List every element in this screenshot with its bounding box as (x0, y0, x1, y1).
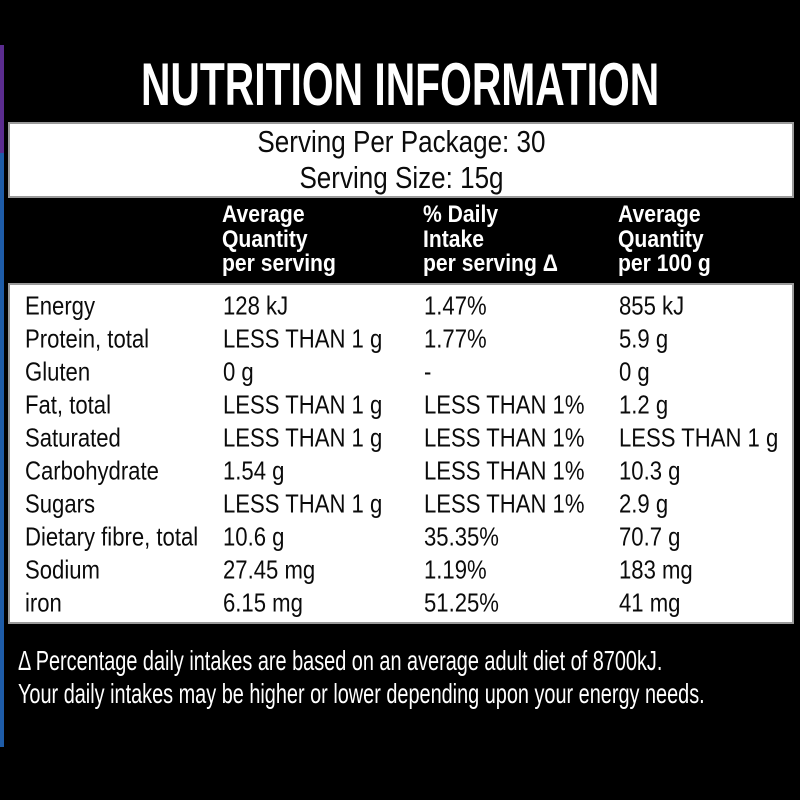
value-per-100g: 0 g (619, 356, 650, 386)
table-row: Dietary fibre, total 10.6 g 35.35% 70.7 … (10, 520, 792, 553)
value-per-100g: 183 mg (619, 554, 693, 584)
table-row: Sodium 27.45 mg 1.19% 183 mg (10, 553, 792, 586)
serving-info-panel: Serving Per Package: 30 Serving Size: 15… (8, 122, 794, 198)
row-label: Gluten (25, 356, 91, 386)
page-title: NUTRITION INFORMATION (140, 50, 660, 118)
column-header-line: Average (618, 201, 701, 228)
column-header-line: per serving (222, 250, 336, 277)
table-row: Protein, total LESS THAN 1 g 1.77% 5.9 g (10, 322, 792, 355)
value-daily-intake: 1.47% (424, 290, 487, 320)
value-daily-intake: - (424, 356, 432, 386)
value-per-serving: 10.6 g (223, 521, 285, 551)
table-row: Energy 128 kJ 1.47% 855 kJ (10, 289, 792, 322)
table-row: Sugars LESS THAN 1 g LESS THAN 1% 2.9 g (10, 487, 792, 520)
value-per-serving: 0 g (223, 356, 254, 386)
value-per-100g: 2.9 g (619, 488, 669, 518)
value-per-100g: 41 mg (619, 587, 681, 617)
value-per-serving: 27.45 mg (223, 554, 316, 584)
table-row: Gluten 0 g - 0 g (10, 355, 792, 388)
value-per-serving: LESS THAN 1 g (223, 323, 383, 353)
value-per-serving: 128 kJ (223, 290, 289, 320)
value-per-100g: LESS THAN 1 g (619, 422, 779, 452)
row-label: Saturated (25, 422, 121, 452)
left-edge-blue-strip (0, 153, 4, 747)
column-header-daily-intake: % Daily Intake per serving Δ (423, 201, 576, 277)
column-header-per-100g: Average Quantity per 100 g (618, 201, 723, 277)
row-label: Dietary fibre, total (25, 521, 199, 551)
row-label: Sodium (25, 554, 100, 584)
title-bar: NUTRITION INFORMATION (0, 50, 800, 118)
serving-size: Serving Size: 15g (298, 160, 504, 195)
row-label: Carbohydrate (25, 455, 159, 485)
value-daily-intake: LESS THAN 1% (424, 389, 585, 419)
value-daily-intake: LESS THAN 1% (424, 488, 585, 518)
value-per-100g: 10.3 g (619, 455, 681, 485)
footnote-line-1: Δ Percentage daily intakes are based on … (18, 645, 663, 676)
value-per-serving: 1.54 g (223, 455, 285, 485)
value-daily-intake: LESS THAN 1% (424, 455, 585, 485)
left-edge-purple-strip (0, 45, 4, 153)
footnote-line-2: Your daily intakes may be higher or lowe… (18, 678, 705, 709)
nutrition-table: Energy 128 kJ 1.47% 855 kJ Protein, tota… (8, 283, 794, 624)
daily-intake-footnote: Δ Percentage daily intakes are based on … (18, 644, 800, 710)
row-label: Fat, total (25, 389, 111, 419)
column-header-line: per 100 g (618, 250, 711, 277)
value-per-serving: LESS THAN 1 g (223, 488, 383, 518)
row-label: Protein, total (25, 323, 150, 353)
serving-per-package: Serving Per Package: 30 (256, 124, 546, 159)
column-header-line: Quantity (222, 225, 308, 253)
row-label: iron (25, 587, 62, 617)
value-daily-intake: 35.35% (424, 521, 499, 551)
column-header-line: % Daily (423, 201, 499, 228)
column-header-band: Average Quantity per serving % Daily Int… (0, 201, 800, 281)
column-header-line: Quantity (618, 225, 704, 253)
column-header-line: Intake (423, 225, 485, 253)
value-per-serving: 6.15 mg (223, 587, 303, 617)
value-daily-intake: 1.77% (424, 323, 487, 353)
value-per-100g: 70.7 g (619, 521, 681, 551)
value-daily-intake: 1.19% (424, 554, 487, 584)
column-header-line: per serving Δ (423, 250, 558, 277)
value-daily-intake: 51.25% (424, 587, 499, 617)
value-per-100g: 5.9 g (619, 323, 669, 353)
column-header-per-serving: Average Quantity per serving (222, 201, 351, 277)
column-header-line: Average (222, 201, 305, 228)
table-row: Saturated LESS THAN 1 g LESS THAN 1% LES… (10, 421, 792, 454)
value-per-serving: LESS THAN 1 g (223, 389, 383, 419)
value-per-100g: 1.2 g (619, 389, 669, 419)
table-row: Carbohydrate 1.54 g LESS THAN 1% 10.3 g (10, 454, 792, 487)
table-row: iron 6.15 mg 51.25% 41 mg (10, 586, 792, 619)
table-row: Fat, total LESS THAN 1 g LESS THAN 1% 1.… (10, 388, 792, 421)
value-per-serving: LESS THAN 1 g (223, 422, 383, 452)
row-label: Energy (25, 290, 96, 320)
value-daily-intake: LESS THAN 1% (424, 422, 585, 452)
value-per-100g: 855 kJ (619, 290, 685, 320)
row-label: Sugars (25, 488, 96, 518)
